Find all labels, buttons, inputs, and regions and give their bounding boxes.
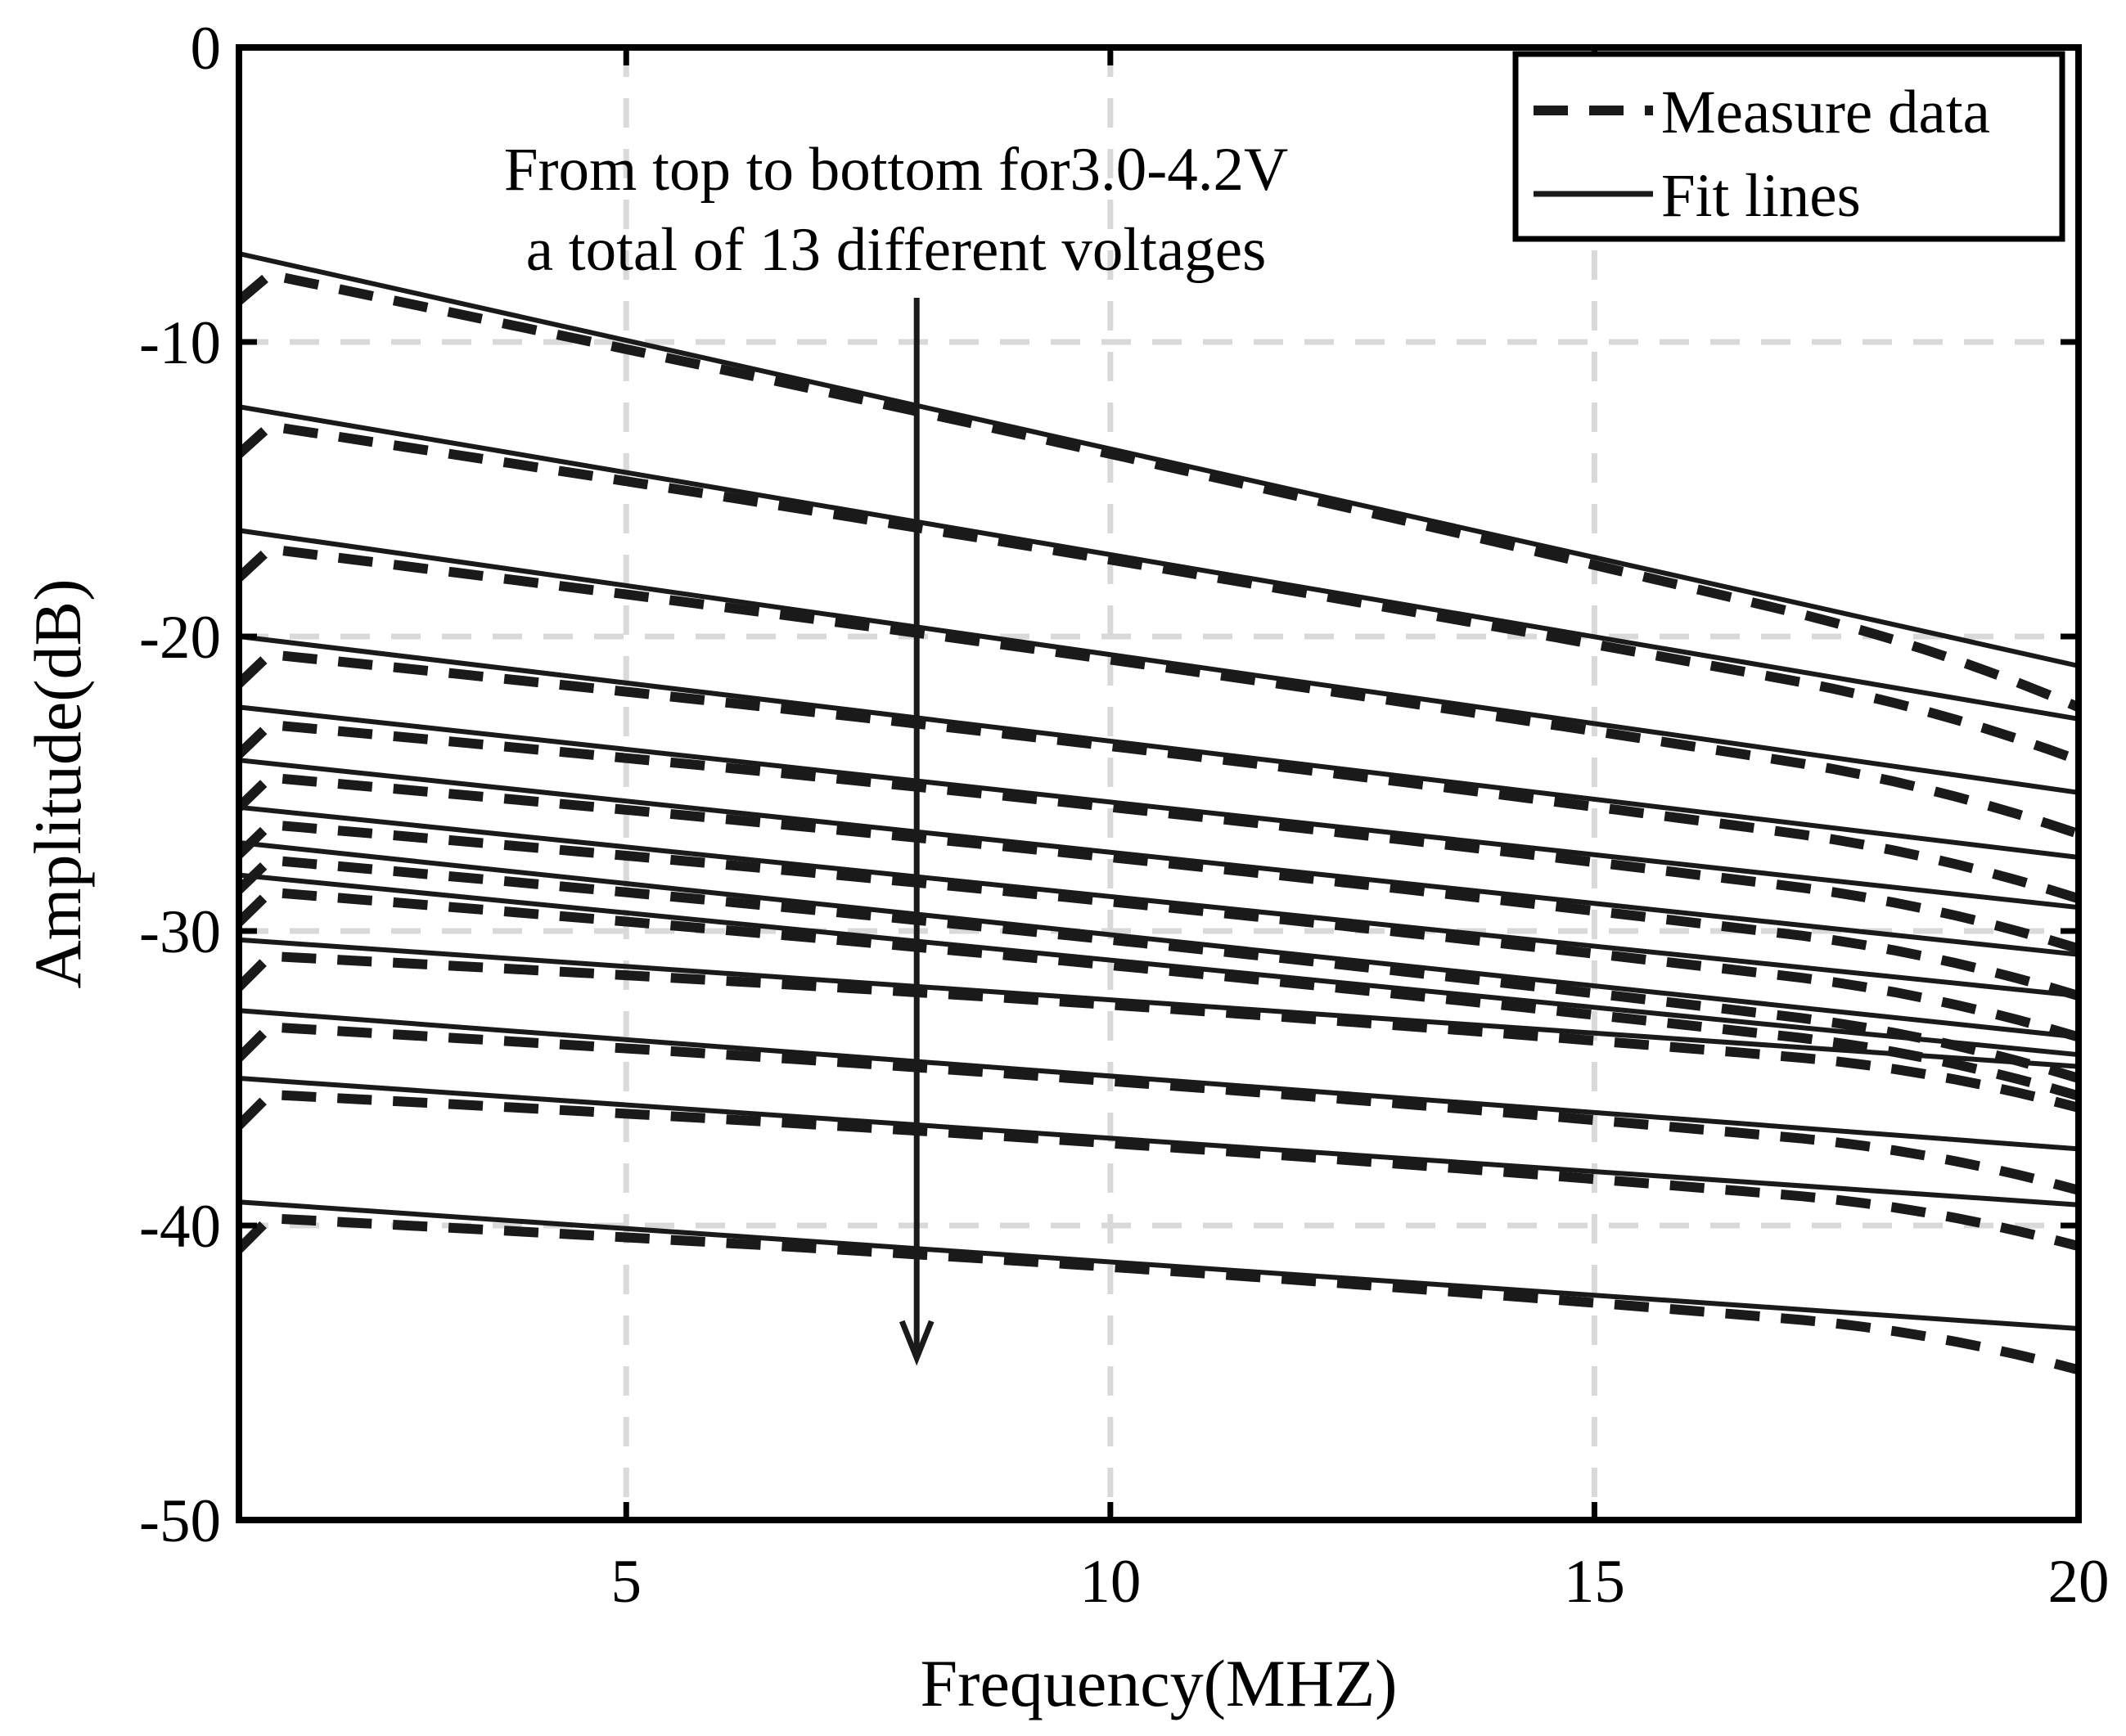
measured-series-3.1V — [235, 421, 2081, 765]
y-tick-label-5: -50 — [139, 1487, 221, 1555]
measured-series-3.8V — [235, 887, 2080, 1101]
fit-line-3.4V — [238, 704, 2079, 911]
series-group — [235, 251, 2081, 1375]
measured-series-3.3V — [235, 649, 2080, 904]
y-tick-label-2: -20 — [139, 604, 221, 672]
legend: Measure data Fit lines — [1512, 51, 2065, 242]
annotation-arrow-head — [899, 1320, 935, 1366]
x-tick-label-0: 5 — [611, 1548, 642, 1616]
legend-fit-label: Fit lines — [1661, 162, 1861, 230]
y-tick-label-4: -40 — [139, 1193, 221, 1261]
fit-line-4.0V — [238, 1008, 2079, 1152]
fit-line-3.1V — [238, 404, 2079, 722]
fit-line-4.2V — [238, 1199, 2079, 1331]
fit-line-3.0V — [238, 251, 2079, 668]
fit-line-3.9V — [238, 937, 2079, 1069]
annotation: From top to bottom for3.0-4.2V a total o… — [504, 136, 1288, 1366]
fit-line-3.8V — [238, 872, 2079, 1058]
measured-series-3.0V — [236, 269, 2081, 712]
x-tick-label-3: 20 — [2048, 1548, 2110, 1616]
x-tick-label-1: 10 — [1079, 1548, 1141, 1616]
ticks: 5 10 15 20 0 -10 -20 -30 -40 -50 — [139, 15, 2109, 1616]
annotation-line-1: From top to bottom for3.0-4.2V — [504, 136, 1288, 204]
y-tick-label-1: -10 — [139, 309, 221, 377]
fit-line-4.1V — [238, 1076, 2079, 1208]
x-tick-label-2: 15 — [1564, 1548, 1625, 1616]
axes — [236, 44, 2082, 1523]
measured-series-4.2V — [235, 1213, 2080, 1375]
fit-line-3.3V — [238, 634, 2079, 860]
fit-line-3.5V — [238, 758, 2079, 957]
plot-frame — [236, 44, 2082, 1523]
y-axis-label: Amplitude(dB) — [20, 578, 95, 988]
legend-measure-label: Measure data — [1661, 79, 1990, 146]
y-tick-label-0: 0 — [191, 15, 222, 83]
fit-line-3.2V — [238, 528, 2079, 795]
measured-series-3.2V — [235, 543, 2080, 839]
annotation-line-2: a total of 13 different voltages — [526, 216, 1267, 284]
fit-line-3.7V — [238, 840, 2079, 1040]
y-tick-label-3: -30 — [139, 898, 221, 966]
fit-line-3.6V — [238, 804, 2079, 999]
x-axis-label: Frequency(MHZ) — [921, 1646, 1398, 1720]
legend-box — [1512, 51, 2065, 242]
